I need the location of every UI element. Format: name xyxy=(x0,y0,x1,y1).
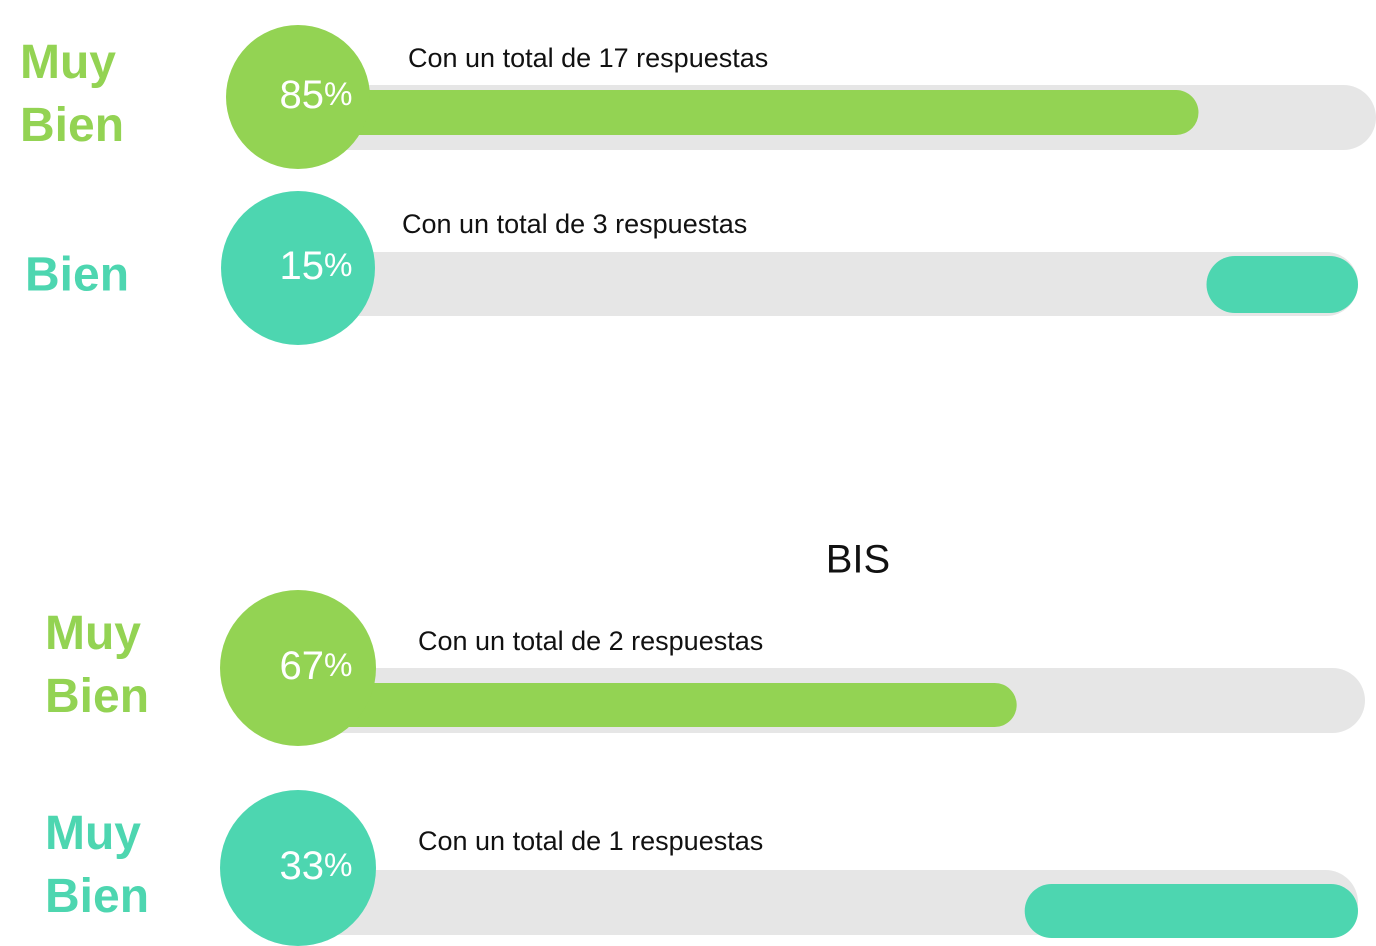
percent-label: 67% xyxy=(280,644,353,688)
percent-label: 33% xyxy=(280,844,353,888)
percent-unit: % xyxy=(324,76,352,112)
percent-badge xyxy=(226,25,370,169)
caption: Con un total de 2 respuestas xyxy=(418,626,763,656)
percent-badge xyxy=(220,790,376,946)
row-label: Muy xyxy=(45,607,141,660)
percent-badge xyxy=(221,191,375,345)
row-label: Muy xyxy=(20,36,116,89)
caption: Con un total de 3 respuestas xyxy=(402,209,747,239)
percent-value: 67 xyxy=(280,644,325,688)
row-label: Muy xyxy=(45,807,141,860)
caption: Con un total de 1 respuestas xyxy=(418,826,763,856)
percent-unit: % xyxy=(324,647,352,683)
progress-fill xyxy=(1024,884,1358,938)
percent-unit: % xyxy=(324,847,352,883)
row-label: Bien xyxy=(25,249,129,302)
row-label: Bien xyxy=(45,870,149,923)
progress-fill xyxy=(1206,256,1358,313)
progress-fill xyxy=(298,90,1199,135)
percent-value: 33 xyxy=(280,844,325,888)
percent-value: 15 xyxy=(280,244,325,288)
percent-unit: % xyxy=(324,247,352,283)
caption: Con un total de 17 respuestas xyxy=(408,43,768,73)
percent-badge xyxy=(220,590,376,746)
track xyxy=(298,252,1358,316)
row-label: Bien xyxy=(20,99,124,152)
percent-value: 85 xyxy=(280,73,325,117)
percent-label: 85% xyxy=(280,73,353,117)
row-label: Bien xyxy=(45,670,149,723)
percent-label: 15% xyxy=(280,244,353,288)
progress-fill xyxy=(298,683,1017,727)
section-title: BIS xyxy=(826,538,890,582)
